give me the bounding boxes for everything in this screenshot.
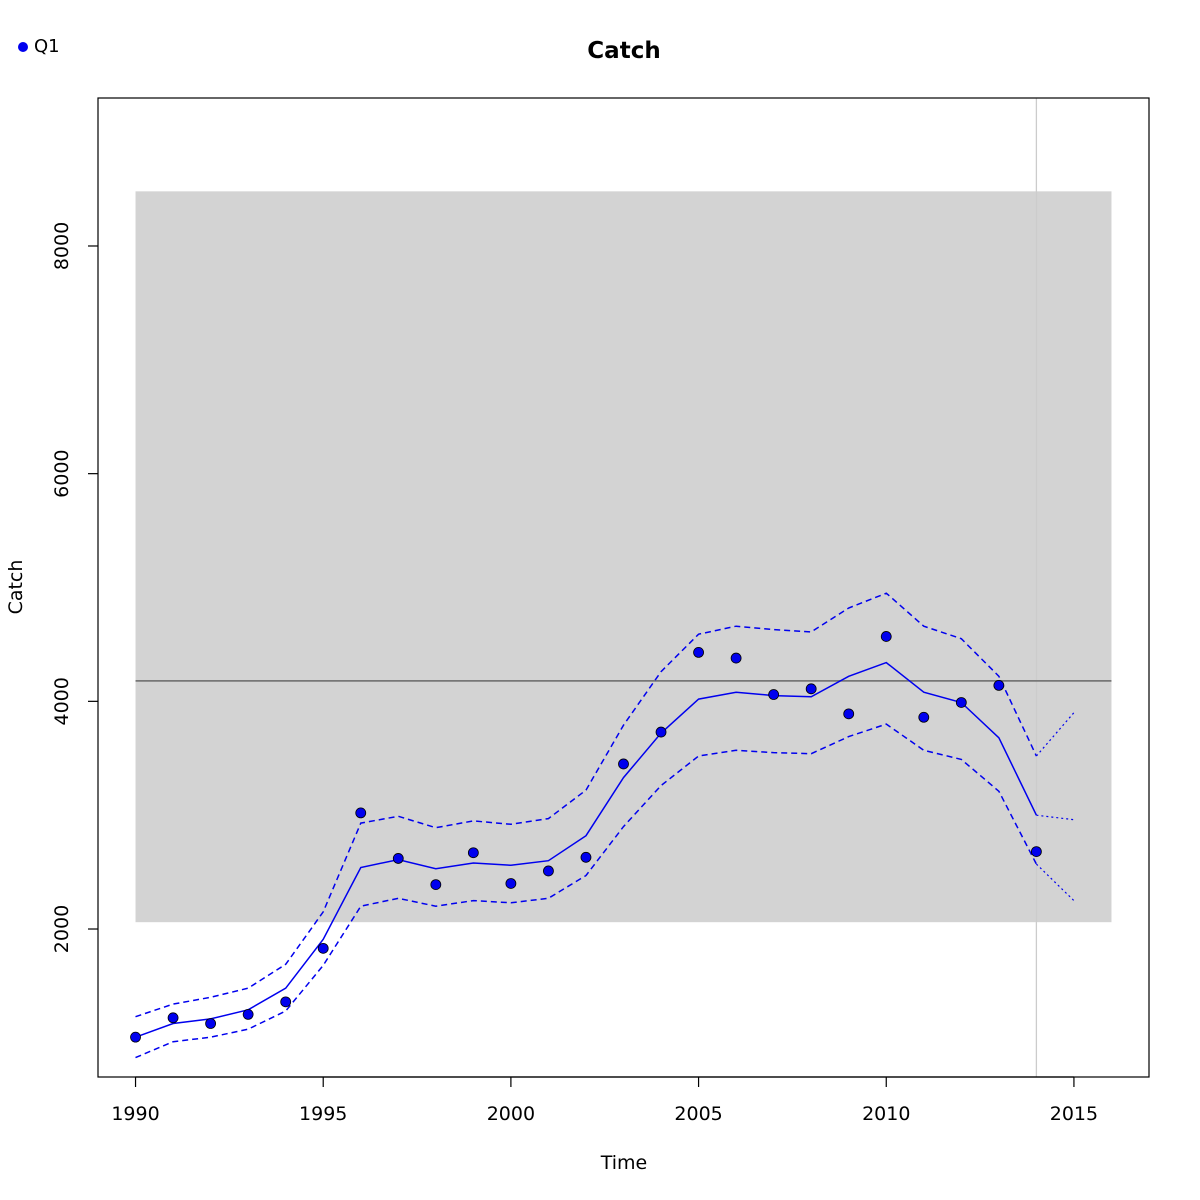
data-point [392,853,404,864]
series-line-solid-1 [135,661,1038,1038]
data-point [693,646,704,658]
x-tick-label: 1990 [111,1103,159,1125]
x-tick-label: 2015 [1050,1103,1098,1125]
chart-title: Catch [587,38,660,64]
y-axis-label: Catch [5,560,27,615]
data-point [242,1008,254,1020]
y-tick-label: 4000 [51,677,73,725]
data-point [955,697,967,708]
data-point [130,1031,141,1043]
series-line-dashed-2 [135,592,1038,1018]
data-point [655,726,667,738]
x-tick-label: 2000 [487,1103,535,1125]
series-line-dashed-3 [135,723,1038,1059]
data-point [580,851,592,863]
x-tick-label: 2005 [674,1103,722,1125]
data-point [618,758,629,770]
data-point [430,879,442,891]
y-tick-label: 2000 [51,905,73,953]
y-tick-label: 8000 [51,222,73,270]
data-point [167,1012,179,1024]
x-tick-label: 1995 [299,1103,347,1125]
data-point [543,865,554,877]
data-point [768,689,780,700]
series-line-dotted-4 [1036,814,1074,821]
data-point [843,708,855,720]
data-point [730,652,742,664]
data-point [280,996,292,1008]
data-point [467,847,479,859]
shaded-band [135,191,1112,923]
data-point [317,942,329,954]
legend-label: Q1 [34,36,60,57]
data-point [993,680,1005,691]
x-axis-label: Time [600,1152,648,1174]
data-point [1030,846,1042,858]
data-point [355,807,367,819]
y-tick-label: 6000 [51,449,73,497]
x-tick-label: 2010 [862,1103,910,1125]
legend: Q1 [18,36,60,57]
data-point [880,631,892,642]
legend-marker-icon [18,41,28,52]
data-point [805,683,817,695]
data-point [505,878,517,889]
data-point [205,1018,217,1029]
series-line-dotted-6 [1035,863,1075,902]
data-point [918,711,930,723]
